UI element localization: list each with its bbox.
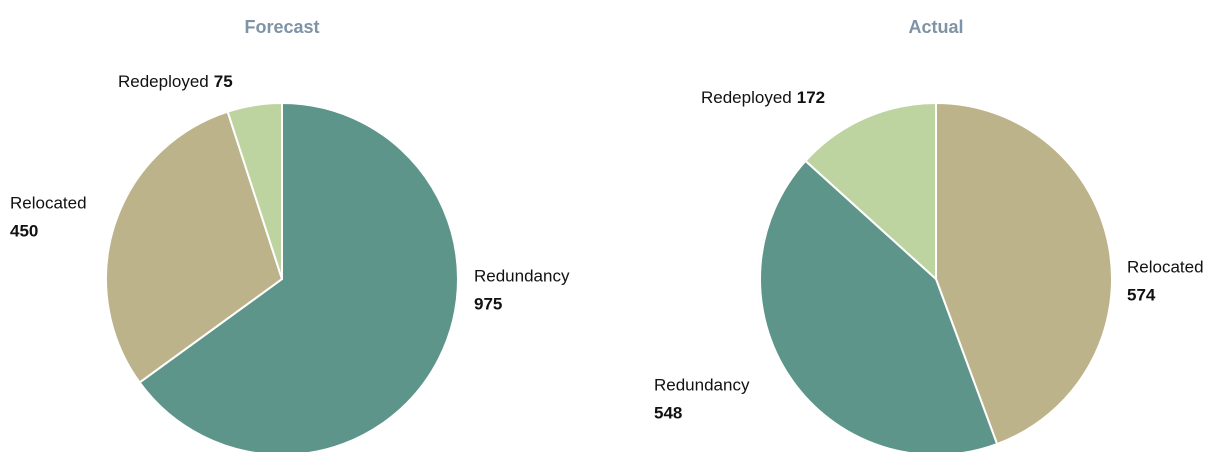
- pie-slice: [105, 110, 284, 384]
- slice-name: Redundancy: [654, 375, 750, 394]
- slice-value: 548: [654, 403, 682, 422]
- pie-slice: [935, 101, 1113, 446]
- chart-title: Actual: [908, 17, 963, 37]
- pie-slice: [759, 159, 999, 452]
- slice-value: 975: [474, 294, 502, 313]
- pie-slice: [804, 101, 937, 282]
- slice-label: Redeployed 172: [701, 88, 825, 107]
- slice-name: Relocated: [10, 193, 87, 212]
- slice-value: 172: [797, 88, 825, 107]
- chart-title: Forecast: [244, 17, 319, 37]
- slice-name: Redeployed: [118, 72, 209, 91]
- slice-value: 450: [10, 221, 38, 240]
- pie-slice: [226, 101, 283, 280]
- slice-value: 75: [214, 72, 233, 91]
- slice-label: Redeployed 75: [118, 72, 233, 91]
- slice-name: Relocated: [1127, 257, 1204, 276]
- slice-name: Redeployed: [701, 88, 792, 107]
- pie-slice: [138, 101, 459, 452]
- slice-name: Redundancy: [474, 266, 570, 285]
- slice-value: 574: [1127, 285, 1156, 304]
